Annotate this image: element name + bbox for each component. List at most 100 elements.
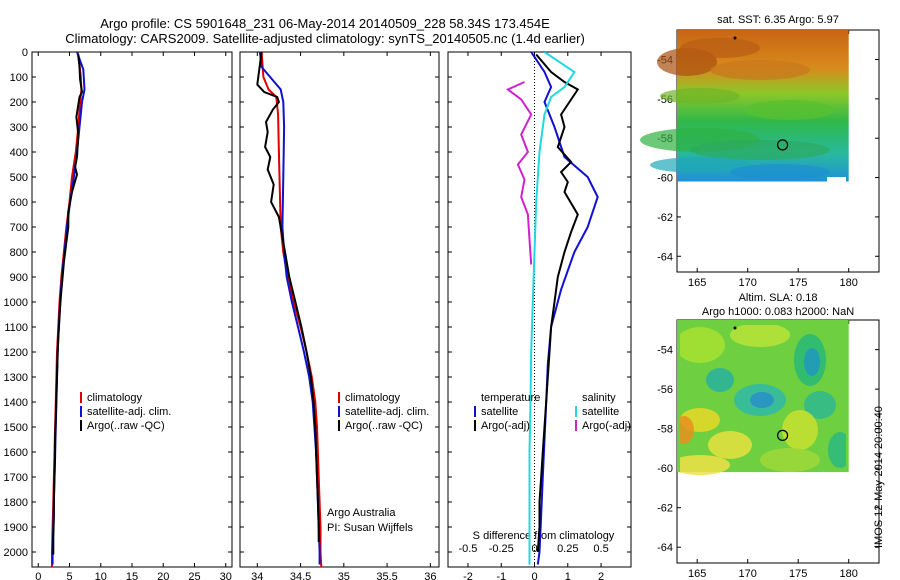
diff-temperature-legend-label: Argo(-adj) (481, 420, 530, 432)
xtick-label-temperature: 30 (220, 571, 232, 580)
series-line-s-satellite (528, 52, 576, 565)
ytick-label-depth: 100 (10, 72, 28, 84)
xtick-label-temperature: 20 (157, 571, 169, 580)
stick-label: 0.25 (557, 543, 578, 555)
sst-map-xtick-label: 170 (739, 277, 757, 289)
ytick-label-depth: 0 (22, 47, 28, 59)
xtick-label-temperature: 25 (188, 571, 200, 580)
sla-texture-patch (750, 392, 774, 408)
sst-texture-patch (690, 140, 830, 160)
sla-texture-patch (760, 448, 820, 472)
argo-institution-label: Argo Australia (327, 507, 396, 519)
sst-map-ytick-label: -62 (657, 212, 673, 224)
sla-texture-patch (782, 410, 818, 450)
ytick-label-depth: 1100 (4, 322, 28, 334)
temperature-legend-label: satellite-adj. clim. (87, 406, 171, 418)
sla-map-ytick-label: -64 (657, 542, 673, 554)
ytick-label-depth: 1700 (4, 472, 28, 484)
panel-frame-difference (447, 51, 632, 568)
diff-salinity-legend-label: Argo(-adj) (582, 420, 631, 432)
sla-texture-patch (706, 368, 734, 392)
sla-map-title: Altim. SLA: 0.18 (739, 292, 818, 304)
sst-texture-patch (680, 38, 760, 58)
sla-map-xtick-label: 165 (688, 568, 706, 580)
sst-map-ytick-label: -60 (657, 173, 673, 185)
salinity-legend-label: climatology (345, 392, 401, 404)
argo-pi-label: PI: Susan Wijffels (327, 522, 413, 534)
ytick-label-depth: 400 (10, 147, 28, 159)
sla-map-ytick-label: -60 (657, 463, 673, 475)
ytick-label-depth: 300 (10, 122, 28, 134)
stick-label: 0 (531, 543, 537, 555)
sla-map-xtick-label: 170 (739, 568, 757, 580)
sla-texture-patch (804, 348, 820, 376)
xlabel-top-difference: S difference from climatology (473, 530, 615, 542)
sla-texture-patch (680, 455, 730, 475)
sst-texture-patch (730, 164, 830, 180)
salinity-legend-label: satellite-adj. clim. (345, 406, 429, 418)
xtick-label-temperature: 5 (66, 571, 72, 580)
stick-label: -0.25 (489, 543, 514, 555)
ytick-label-depth: 1800 (4, 497, 28, 509)
temperature-legend-label: Argo(..raw -QC) (87, 420, 165, 432)
series-line-t-satellite (530, 52, 599, 565)
sla-map-ytick-label: -62 (657, 503, 673, 515)
ytick-label-depth: 1400 (4, 397, 28, 409)
sla-map-xtick-label: 175 (789, 568, 807, 580)
xtick-label-difference: -1 (496, 571, 506, 580)
xtick-label-temperature: 0 (35, 571, 41, 580)
ytick-label-depth: 800 (10, 247, 28, 259)
sla-map-xtick-label: 180 (840, 568, 858, 580)
salinity-legend-label: Argo(..raw -QC) (345, 420, 423, 432)
ytick-label-depth: 900 (10, 272, 28, 284)
sla-marker-dot (733, 326, 737, 330)
panel-frame-temperature (31, 51, 233, 568)
series-group-salinity (256, 52, 323, 567)
ytick-label-depth: 2000 (4, 547, 28, 559)
sla-map-ytick-label: -58 (657, 424, 673, 436)
sla-texture-patch (680, 416, 694, 444)
xtick-label-salinity: 35 (338, 571, 350, 580)
xtick-label-difference: -2 (463, 571, 473, 580)
stick-label: 0.5 (593, 543, 608, 555)
sst-missing-data-patch (827, 177, 846, 186)
sst-map-xtick-label: 180 (840, 277, 858, 289)
xtick-label-difference: 1 (565, 571, 571, 580)
ytick-label-depth: 1500 (4, 422, 28, 434)
series-line-climatology (260, 52, 323, 567)
sla-map-ytick-label: -54 (657, 345, 673, 357)
series-line-argo---raw--qc- (256, 52, 320, 542)
series-line-argo---raw--qc- (52, 54, 84, 555)
diff-legend-title-temperature: temperature (481, 392, 540, 404)
ytick-label-depth: 200 (10, 97, 28, 109)
sla-texture-patch (730, 325, 790, 347)
xtick-label-salinity: 34.5 (290, 571, 311, 580)
ytick-label-depth: 1200 (4, 347, 28, 359)
argo-position-marker (776, 429, 789, 441)
series-group-temperature (51, 52, 86, 567)
sst-map-title: sat. SST: 6.35 Argo: 5.97 (717, 14, 839, 26)
sst-texture-patch (710, 60, 810, 80)
ytick-label-depth: 1900 (4, 522, 28, 534)
series-group-difference (505, 52, 599, 565)
ytick-label-depth: 1300 (4, 372, 28, 384)
sla-map-subtitle: Argo h1000: 0.083 h2000: NaN (702, 306, 854, 318)
xtick-label-salinity: 34 (251, 571, 263, 580)
ytick-label-depth: 500 (10, 172, 28, 184)
diff-legend-title-salinity: salinity (582, 392, 616, 404)
argo-position-marker (776, 139, 789, 151)
climatology-subtitle: Climatology: CARS2009. Satellite-adjuste… (65, 31, 585, 46)
xtick-label-difference: 0 (531, 571, 537, 580)
sst-texture-patch (660, 88, 740, 104)
diff-salinity-legend-label: satellite (582, 406, 619, 418)
xtick-label-salinity: 35.5 (376, 571, 397, 580)
stick-label: -0.5 (458, 543, 477, 555)
xtick-label-temperature: 15 (126, 571, 138, 580)
xtick-label-temperature: 10 (95, 571, 107, 580)
sla-texture-patch (828, 432, 846, 468)
temperature-legend-label: climatology (87, 392, 143, 404)
ytick-label-depth: 700 (10, 222, 28, 234)
xtick-label-salinity: 36 (424, 571, 436, 580)
sst-texture-patch (745, 100, 835, 120)
